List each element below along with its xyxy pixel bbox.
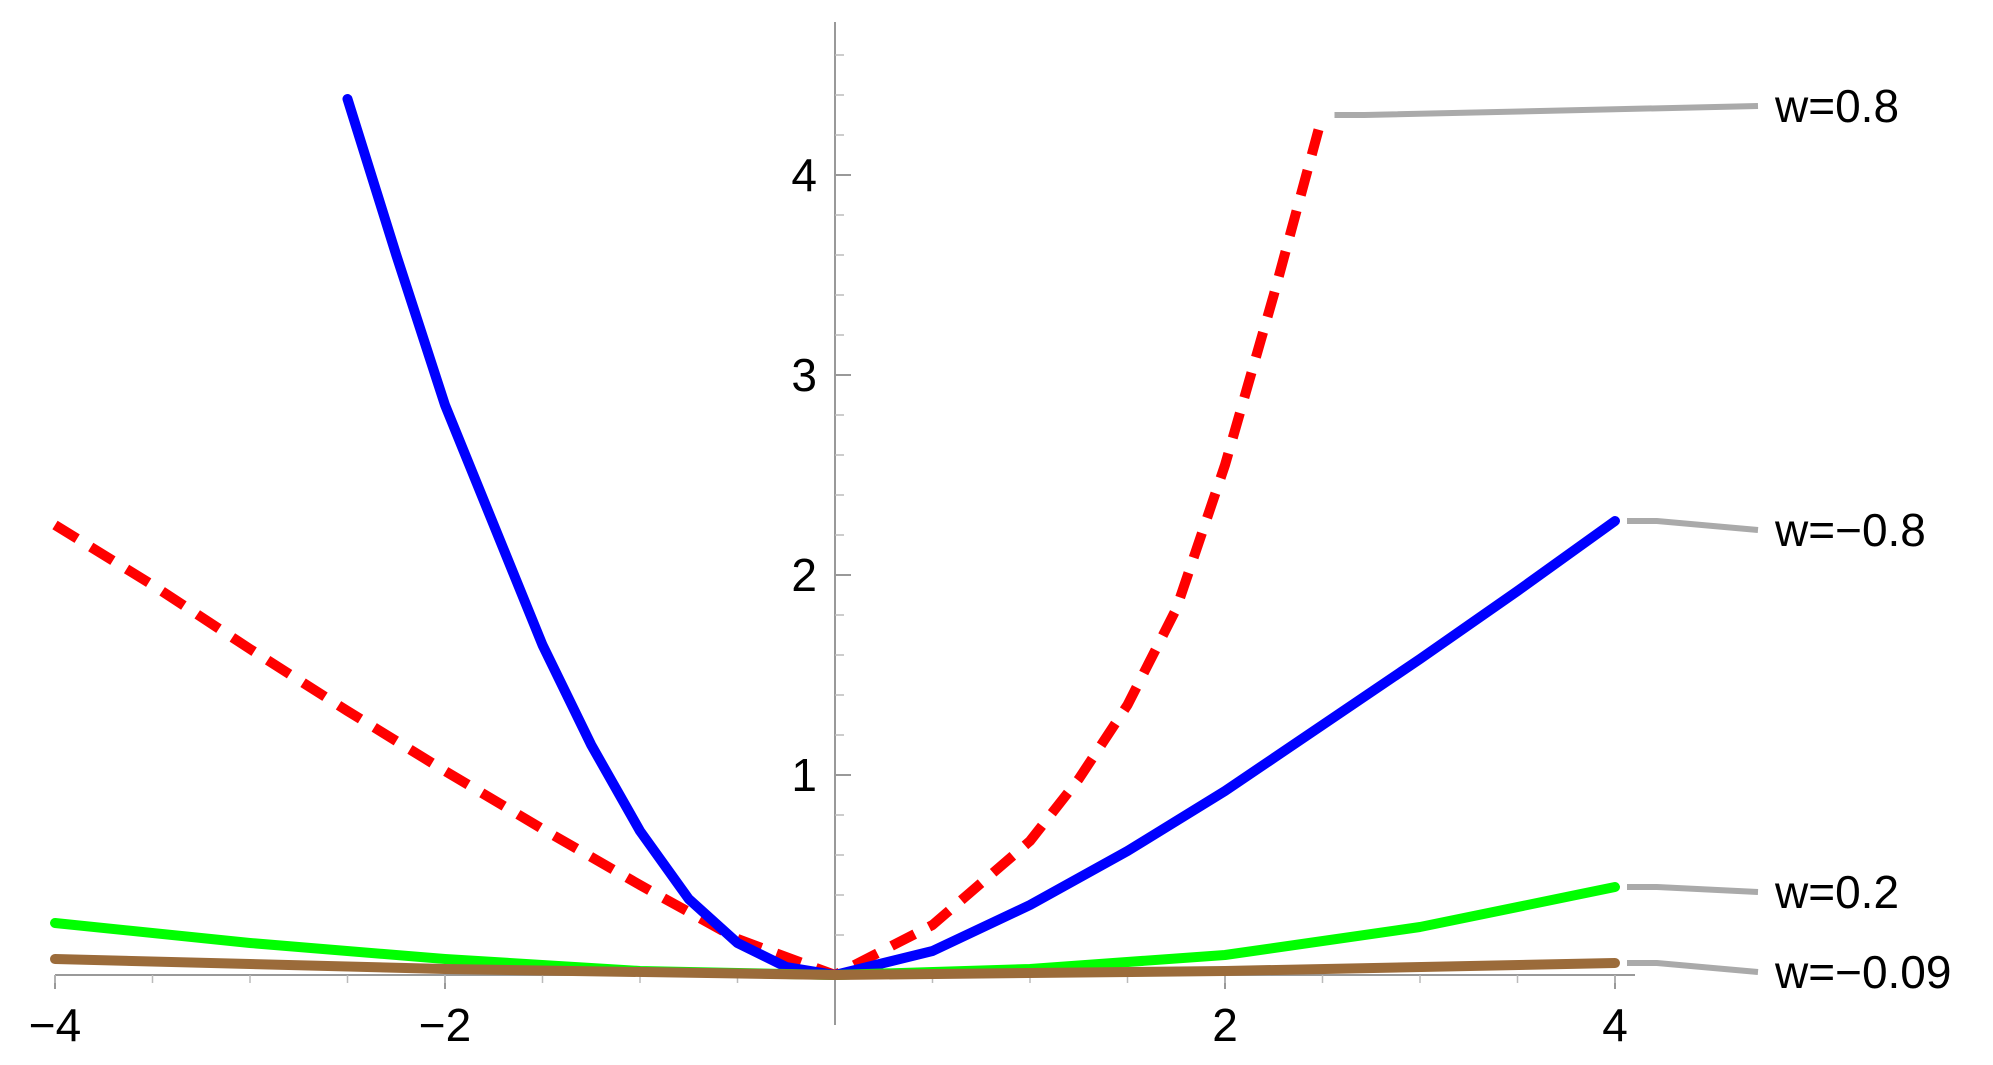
y-tick-label: 1 bbox=[791, 749, 817, 801]
x-tick-label: 4 bbox=[1602, 999, 1628, 1051]
legend-label-3: w=−0.09 bbox=[1774, 946, 1951, 998]
y-tick-label: 4 bbox=[791, 149, 817, 201]
legend-leader-2 bbox=[1627, 884, 1759, 895]
x-tick-label: −2 bbox=[419, 999, 471, 1051]
legend-label-0: w=0.8 bbox=[1774, 80, 1899, 132]
legend-label-2: w=0.2 bbox=[1774, 866, 1899, 918]
legend-leader-3 bbox=[1627, 960, 1759, 975]
legend-layer: w=0.8 w=−0.8 w=0.2 w=−0.09 bbox=[1334, 80, 1951, 998]
legend-leader-1 bbox=[1627, 518, 1759, 533]
y-tick-label: 3 bbox=[791, 349, 817, 401]
legend-leader-0 bbox=[1334, 103, 1759, 118]
series-line-1 bbox=[342, 94, 1620, 980]
y-tick-label: 2 bbox=[791, 549, 817, 601]
x-tick-label: 2 bbox=[1212, 999, 1238, 1051]
series-line-3 bbox=[50, 954, 1620, 980]
x-tick-label: −4 bbox=[29, 999, 81, 1051]
legend-label-1: w=−0.8 bbox=[1774, 504, 1926, 556]
series-layer bbox=[50, 94, 1620, 980]
axes: −4 −2 2 4 1 2 3 4 bbox=[29, 22, 1635, 1051]
